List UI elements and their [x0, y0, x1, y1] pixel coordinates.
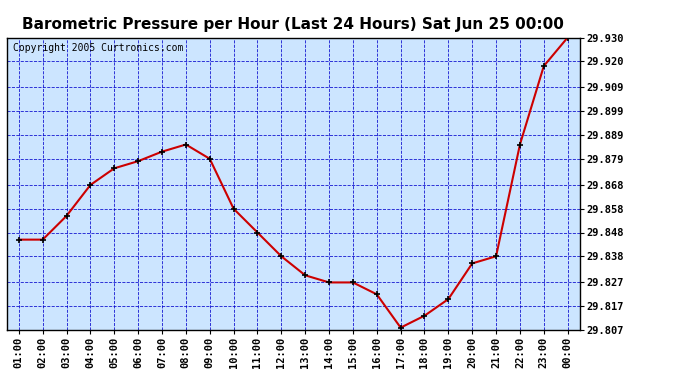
- Text: Copyright 2005 Curtronics.com: Copyright 2005 Curtronics.com: [12, 44, 183, 53]
- Text: Barometric Pressure per Hour (Last 24 Hours) Sat Jun 25 00:00: Barometric Pressure per Hour (Last 24 Ho…: [22, 17, 564, 32]
